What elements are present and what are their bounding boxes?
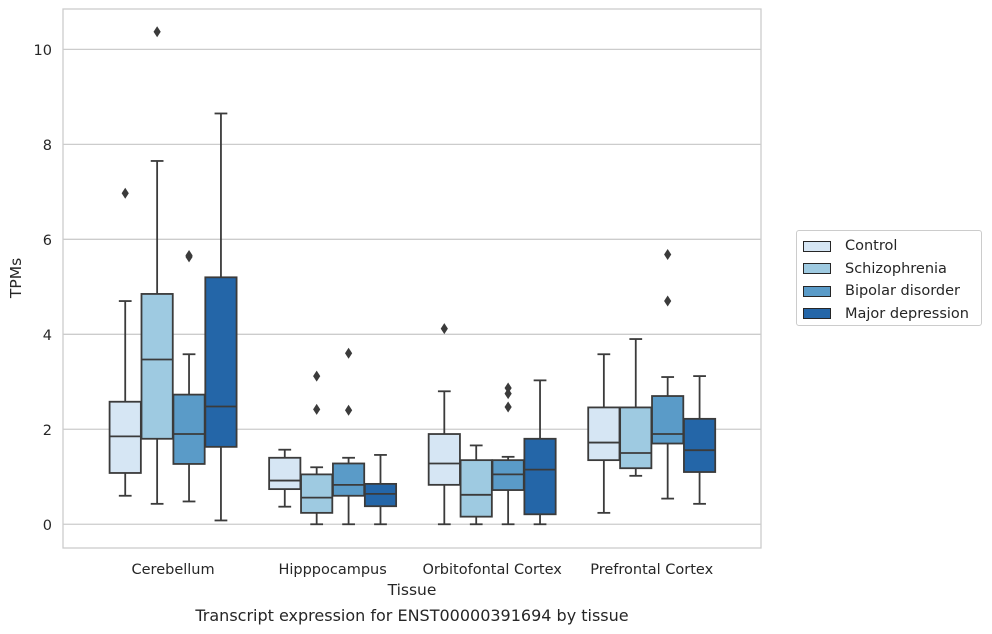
legend-item-control: Control (803, 235, 981, 258)
box-iqr (204, 276, 238, 448)
legend-label-schizophrenia: Schizophrenia (845, 260, 947, 277)
x-tick-label-orbitofontal-cortex: Orbitofontal Cortex (422, 562, 562, 578)
box-iqr (427, 433, 461, 486)
box-control-hipppocampus (268, 448, 302, 508)
y-tick-label-8: 8 (43, 138, 52, 154)
legend-label-bipolar-disorder: Bipolar disorder (845, 283, 960, 300)
chart-caption: Transcript expression for ENST0000039169… (195, 606, 629, 625)
box-iqr (363, 482, 398, 508)
box-major-depression-cerebellum (204, 112, 238, 522)
outlier-point (313, 370, 321, 382)
box-iqr (587, 406, 621, 462)
box-iqr (172, 393, 206, 465)
legend: Control Schizophrenia Bipolar disorder M… (796, 230, 982, 326)
box-major-depression-hipppocampus (363, 454, 398, 526)
legend-item-major-depression: Major depression (803, 303, 981, 326)
box-iqr (459, 459, 493, 518)
box-iqr (332, 462, 366, 497)
legend-label-control: Control (845, 238, 898, 255)
y-tick-label-2: 2 (43, 423, 52, 439)
outlier-point (153, 26, 161, 38)
outlier-point (664, 295, 672, 307)
x-tick-label-cerebellum: Cerebellum (132, 562, 215, 578)
outlier-point (664, 249, 672, 261)
box-iqr (683, 417, 717, 473)
outlier-point (504, 401, 512, 413)
y-tick-label-0: 0 (43, 518, 52, 534)
x-tick-label-hipppocampus: Hipppocampus (278, 562, 386, 578)
box-control-cerebellum (108, 187, 142, 497)
box-control-prefrontal-cortex (587, 353, 621, 514)
box-iqr (651, 395, 685, 445)
y-tick-label-10: 10 (34, 43, 52, 59)
legend-item-bipolar-disorder: Bipolar disorder (803, 280, 981, 303)
outlier-point (440, 323, 448, 335)
box-iqr (108, 400, 142, 474)
box-bipolar-disorder-cerebellum (172, 249, 206, 503)
outlier-point (313, 403, 321, 415)
x-axis-ticks: Cerebellum Hipppocampus Orbitofontal Corte… (132, 562, 714, 578)
box-bipolar-disorder-prefrontal-cortex (651, 249, 685, 500)
y-axis-label: TPMs (7, 258, 25, 299)
legend-label-major-depression: Major depression (845, 305, 969, 322)
box-schizophrenia-cerebellum (140, 26, 174, 505)
outlier-point (344, 404, 353, 416)
box-major-depression-orbitofontal-cortex (523, 379, 557, 526)
x-axis-label: Tissue (387, 581, 437, 599)
outlier-point (344, 347, 353, 359)
y-tick-label-4: 4 (43, 328, 52, 344)
legend-swatch-bipolar-disorder (803, 285, 831, 297)
box-groups (108, 26, 717, 526)
legend-swatch-schizophrenia (803, 263, 831, 275)
legend-swatch-control (803, 240, 831, 252)
outlier-point (121, 187, 129, 199)
box-iqr (523, 437, 557, 516)
box-schizophrenia-hipppocampus (300, 370, 334, 526)
y-tick-label-6: 6 (43, 233, 52, 249)
outlier-point (185, 249, 193, 261)
outlier-point (504, 388, 512, 400)
y-axis-ticks: 0 2 4 6 8 10 (34, 43, 52, 534)
plot-area (62, 8, 762, 549)
box-major-depression-prefrontal-cortex (683, 375, 717, 505)
box-iqr (140, 293, 174, 440)
box-bipolar-disorder-orbitofontal-cortex (491, 382, 525, 526)
box-iqr (619, 406, 653, 470)
legend-item-schizophrenia: Schizophrenia (803, 258, 981, 281)
outlier-point (504, 382, 512, 394)
x-tick-label-prefrontal-cortex: Prefrontal Cortex (590, 562, 713, 578)
box-iqr (268, 456, 302, 491)
box-schizophrenia-orbitofontal-cortex (459, 444, 493, 526)
legend-swatch-major-depression (803, 308, 831, 320)
box-iqr (300, 473, 334, 514)
box-bipolar-disorder-hipppocampus (332, 347, 366, 526)
